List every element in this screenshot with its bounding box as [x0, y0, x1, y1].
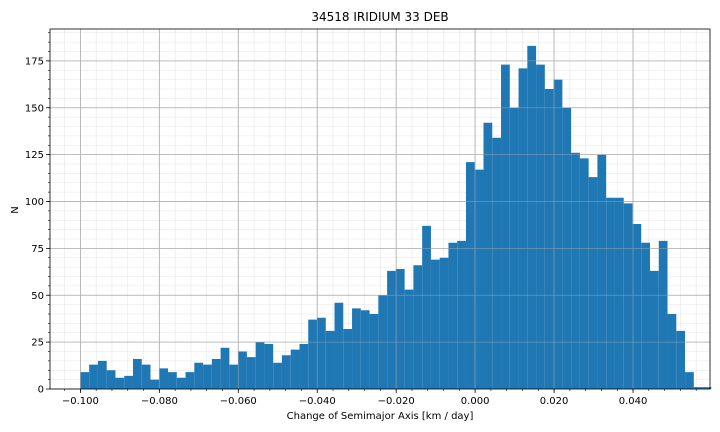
histogram-bar: [404, 289, 414, 389]
histogram-bar: [185, 372, 195, 389]
histogram-bar: [465, 162, 475, 389]
histogram-bar: [667, 314, 677, 389]
histogram-bar: [579, 158, 589, 389]
histogram-bar: [203, 364, 212, 389]
histogram-bar: [693, 387, 703, 389]
histogram-bar: [641, 242, 650, 389]
y-tick-label: 100: [25, 197, 44, 208]
x-tick-label: 0.000: [461, 396, 490, 407]
histogram-bar: [448, 242, 458, 389]
histogram-bar: [150, 379, 160, 389]
histogram-bar: [650, 270, 659, 389]
histogram-bar: [255, 342, 265, 389]
histogram-bar: [325, 330, 335, 389]
histogram-bar: [273, 362, 282, 389]
x-tick-label: 0.040: [619, 396, 648, 407]
histogram-bar: [80, 372, 90, 389]
y-tick-label: 175: [25, 56, 44, 67]
histogram-bar: [658, 240, 668, 389]
histogram-bar: [229, 364, 239, 389]
histogram-bar: [168, 372, 177, 389]
histogram-bar: [352, 308, 361, 389]
y-tick-label: 75: [31, 244, 44, 255]
x-tick-label: −0.100: [62, 396, 99, 407]
y-tick-label: 50: [31, 291, 44, 302]
histogram-bar: [176, 377, 186, 389]
histogram-bar: [246, 357, 256, 389]
histogram-bar: [124, 375, 133, 389]
histogram-bar: [264, 344, 274, 389]
histogram-bar: [211, 359, 221, 389]
histogram-bar: [115, 377, 125, 389]
histogram-bar: [623, 203, 633, 389]
histogram-bar: [194, 362, 204, 389]
histogram-bar: [536, 64, 545, 389]
histogram-bar: [457, 240, 466, 389]
y-tick-label: 125: [25, 150, 44, 161]
major-grid-overlay: [50, 29, 710, 390]
histogram-bar: [413, 265, 423, 389]
histogram-bar: [597, 154, 607, 389]
histogram-bar: [422, 225, 431, 389]
histogram-bar: [89, 364, 98, 389]
histogram-bar: [676, 330, 686, 389]
x-tick-label: 0.020: [540, 396, 569, 407]
histogram-bar: [614, 197, 624, 389]
histogram-bar: [97, 360, 107, 389]
axes-frame: [49, 28, 711, 390]
x-tick-label: −0.080: [141, 396, 178, 407]
chart-title: 34518 IRIDIUM 33 DEB: [311, 10, 448, 24]
histogram-bar: [492, 137, 502, 389]
histogram-bar: [159, 368, 169, 389]
histogram-bar: [369, 314, 379, 389]
histogram-bar: [606, 197, 615, 389]
histogram-bar: [343, 329, 353, 389]
histogram-bar: [483, 122, 493, 389]
histogram-bar: [685, 372, 694, 389]
histogram-bar: [395, 269, 405, 389]
histogram-bar: [571, 152, 580, 389]
y-axis-label: N: [10, 206, 21, 213]
histogram-bar: [702, 387, 712, 389]
histogram-bar: [527, 45, 537, 389]
histogram-bar: [360, 310, 370, 389]
histogram-bar: [132, 359, 142, 389]
histogram-bar: [588, 177, 598, 389]
histogram-bar: [439, 257, 449, 389]
histogram-bar: [308, 319, 317, 389]
histogram-bar: [106, 370, 116, 389]
y-tick-label: 150: [25, 103, 44, 114]
histogram-bar: [632, 224, 642, 389]
x-axis-label: Change of Semimajor Axis [km / day]: [287, 411, 474, 422]
histogram-bar: [290, 349, 300, 389]
x-tick-label: −0.060: [220, 396, 257, 407]
y-tick-label: 0: [38, 385, 44, 396]
y-axis-ticks: 0 25 50 75 100 125 150 175: [25, 32, 50, 396]
y-tick-label: 25: [31, 338, 44, 349]
histogram-bar: [518, 68, 528, 389]
histogram-bars: [50, 29, 712, 390]
histogram-bar: [544, 89, 554, 389]
histogram-bar: [141, 364, 151, 389]
histogram-bar: [299, 344, 309, 389]
histogram-bar: [387, 270, 396, 389]
histogram-bar: [238, 351, 247, 389]
x-tick-label: −0.020: [378, 396, 415, 407]
plot-frame: [49, 28, 711, 390]
x-axis-ticks: −0.100 −0.080 −0.060 −0.040 −0.020 0.000 0.020…: [62, 389, 697, 407]
histogram-bar: [474, 169, 484, 389]
histogram-bar: [317, 317, 326, 389]
histogram-bar: [281, 355, 291, 389]
histogram-bar: [220, 347, 230, 389]
x-tick-label: −0.040: [299, 396, 336, 407]
histogram-bar: [334, 302, 344, 389]
histogram-bar: [553, 79, 563, 389]
histogram-bar: [430, 259, 440, 389]
histogram-bar: [501, 64, 510, 389]
